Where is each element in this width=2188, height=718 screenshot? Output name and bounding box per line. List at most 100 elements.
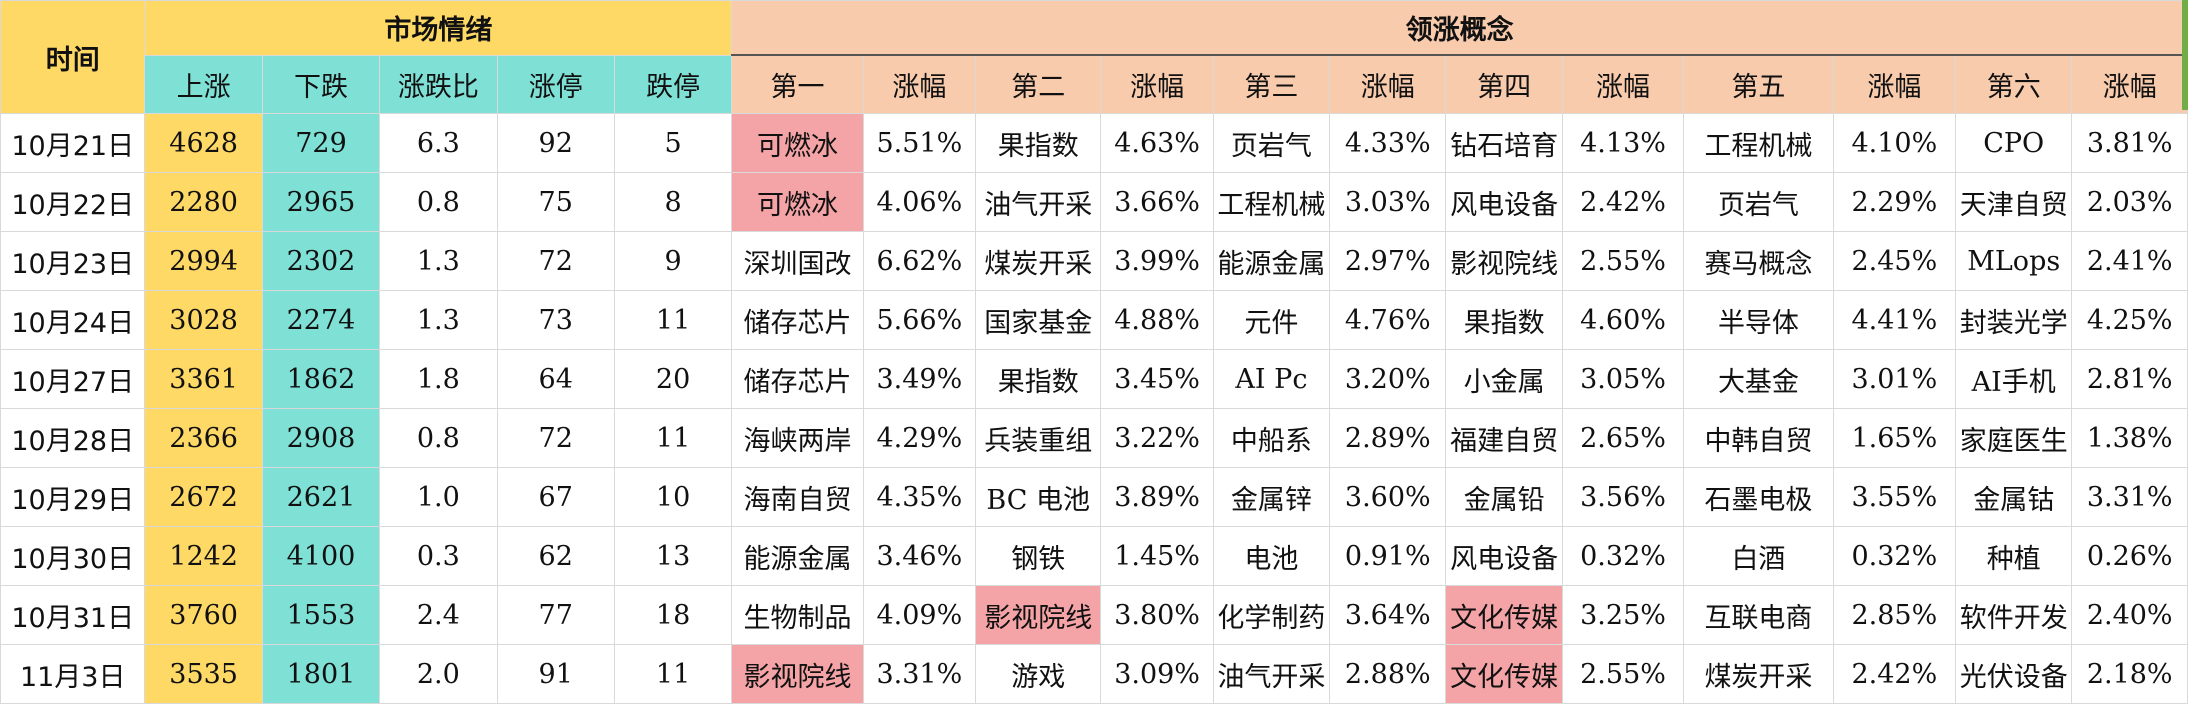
concept-name-cell[interactable]: 煤炭开采 [975, 231, 1102, 291]
concept-gain-cell[interactable]: 3.60% [1329, 467, 1447, 527]
concept-gain-cell[interactable]: 2.29% [1832, 172, 1957, 232]
concept-name-cell[interactable]: 半导体 [1683, 290, 1834, 350]
concept-gain-cell[interactable]: 3.64% [1329, 585, 1447, 645]
limit-down-cell[interactable]: 13 [613, 526, 733, 586]
limit-down-cell[interactable]: 11 [613, 408, 733, 468]
concept-gain-cell[interactable]: 5.66% [862, 290, 977, 350]
concept-name-cell[interactable]: 中船系 [1212, 408, 1331, 468]
concept-gain-cell[interactable]: 3.31% [862, 644, 977, 704]
concept-name-cell[interactable]: 封装光学 [1955, 290, 2073, 350]
concept-gain-cell[interactable]: 2.55% [1561, 231, 1685, 291]
concept-gain-cell[interactable]: 4.25% [2071, 290, 2188, 350]
concept-name-cell[interactable]: CPO [1955, 113, 2073, 173]
concept-name-cell[interactable]: 风电设备 [1445, 526, 1563, 586]
concept-gain-cell[interactable]: 2.65% [1561, 408, 1685, 468]
header-concept-group[interactable]: 领涨概念 [731, 0, 2188, 56]
header-time[interactable]: 时间 [0, 0, 146, 114]
concept-gain-cell[interactable]: 6.62% [862, 231, 977, 291]
limit-up-cell[interactable]: 77 [496, 585, 615, 645]
down-count-cell[interactable]: 2621 [261, 467, 381, 527]
concept-name-cell[interactable]: 钢铁 [975, 526, 1102, 586]
concept-gain-cell[interactable]: 2.81% [2071, 349, 2188, 409]
col-header[interactable]: 第四 [1445, 54, 1563, 114]
concept-gain-cell[interactable]: 2.88% [1329, 644, 1447, 704]
concept-name-cell[interactable]: 煤炭开采 [1683, 644, 1834, 704]
concept-name-cell[interactable]: 天津自贸 [1955, 172, 2073, 232]
row-date-cell[interactable]: 10月28日 [0, 408, 146, 468]
row-date-cell[interactable]: 10月30日 [0, 526, 146, 586]
concept-name-cell[interactable]: 可燃冰 [731, 113, 864, 173]
col-header[interactable]: 第三 [1212, 54, 1331, 114]
concept-name-cell[interactable]: 影视院线 [1445, 231, 1563, 291]
concept-name-cell[interactable]: 文化传媒 [1445, 585, 1563, 645]
concept-gain-cell[interactable]: 2.42% [1832, 644, 1957, 704]
col-header[interactable]: 跌停 [613, 54, 733, 114]
concept-name-cell[interactable]: 可燃冰 [731, 172, 864, 232]
concept-gain-cell[interactable]: 2.55% [1561, 644, 1685, 704]
ratio-cell[interactable]: 0.8 [379, 172, 498, 232]
concept-gain-cell[interactable]: 2.03% [2071, 172, 2188, 232]
concept-gain-cell[interactable]: 2.40% [2071, 585, 2188, 645]
col-header[interactable]: 第一 [731, 54, 864, 114]
concept-name-cell[interactable]: 软件开发 [1955, 585, 2073, 645]
ratio-cell[interactable]: 6.3 [379, 113, 498, 173]
concept-name-cell[interactable]: 金属铅 [1445, 467, 1563, 527]
col-header[interactable]: 第二 [975, 54, 1102, 114]
concept-name-cell[interactable]: AI手机 [1955, 349, 2073, 409]
concept-gain-cell[interactable]: 4.06% [862, 172, 977, 232]
concept-gain-cell[interactable]: 4.33% [1329, 113, 1447, 173]
concept-name-cell[interactable]: 互联电商 [1683, 585, 1834, 645]
concept-name-cell[interactable]: 页岩气 [1683, 172, 1834, 232]
concept-gain-cell[interactable]: 2.97% [1329, 231, 1447, 291]
up-count-cell[interactable]: 4628 [144, 113, 263, 173]
concept-name-cell[interactable]: 果指数 [975, 349, 1102, 409]
row-date-cell[interactable]: 10月21日 [0, 113, 146, 173]
concept-name-cell[interactable]: 能源金属 [1212, 231, 1331, 291]
concept-gain-cell[interactable]: 3.05% [1561, 349, 1685, 409]
up-count-cell[interactable]: 1242 [144, 526, 263, 586]
concept-gain-cell[interactable]: 3.25% [1561, 585, 1685, 645]
row-date-cell[interactable]: 10月31日 [0, 585, 146, 645]
limit-up-cell[interactable]: 64 [496, 349, 615, 409]
ratio-cell[interactable]: 2.0 [379, 644, 498, 704]
concept-gain-cell[interactable]: 3.03% [1329, 172, 1447, 232]
concept-gain-cell[interactable]: 2.45% [1832, 231, 1957, 291]
concept-gain-cell[interactable]: 1.45% [1100, 526, 1214, 586]
concept-name-cell[interactable]: 海南自贸 [731, 467, 864, 527]
concept-gain-cell[interactable]: 3.09% [1100, 644, 1214, 704]
up-count-cell[interactable]: 3028 [144, 290, 263, 350]
concept-name-cell[interactable]: 页岩气 [1212, 113, 1331, 173]
concept-name-cell[interactable]: 果指数 [975, 113, 1102, 173]
header-market-group[interactable]: 市场情绪 [144, 0, 733, 56]
concept-name-cell[interactable]: 国家基金 [975, 290, 1102, 350]
down-count-cell[interactable]: 2965 [261, 172, 381, 232]
concept-gain-cell[interactable]: 0.91% [1329, 526, 1447, 586]
down-count-cell[interactable]: 1801 [261, 644, 381, 704]
concept-gain-cell[interactable]: 4.63% [1100, 113, 1214, 173]
concept-name-cell[interactable]: 海峡两岸 [731, 408, 864, 468]
concept-gain-cell[interactable]: 0.26% [2071, 526, 2188, 586]
concept-name-cell[interactable]: 深圳国改 [731, 231, 864, 291]
limit-down-cell[interactable]: 8 [613, 172, 733, 232]
concept-gain-cell[interactable]: 4.88% [1100, 290, 1214, 350]
concept-name-cell[interactable]: 影视院线 [731, 644, 864, 704]
concept-name-cell[interactable]: 文化传媒 [1445, 644, 1563, 704]
limit-up-cell[interactable]: 67 [496, 467, 615, 527]
concept-gain-cell[interactable]: 3.22% [1100, 408, 1214, 468]
concept-name-cell[interactable]: 工程机械 [1212, 172, 1331, 232]
concept-gain-cell[interactable]: 4.41% [1832, 290, 1957, 350]
concept-name-cell[interactable]: 家庭医生 [1955, 408, 2073, 468]
concept-name-cell[interactable]: BC 电池 [975, 467, 1102, 527]
concept-gain-cell[interactable]: 4.13% [1561, 113, 1685, 173]
concept-gain-cell[interactable]: 4.35% [862, 467, 977, 527]
concept-gain-cell[interactable]: 3.01% [1832, 349, 1957, 409]
concept-name-cell[interactable]: 钻石培育 [1445, 113, 1563, 173]
up-count-cell[interactable]: 3760 [144, 585, 263, 645]
concept-name-cell[interactable]: 影视院线 [975, 585, 1102, 645]
limit-up-cell[interactable]: 73 [496, 290, 615, 350]
limit-up-cell[interactable]: 75 [496, 172, 615, 232]
concept-gain-cell[interactable]: 2.18% [2071, 644, 2188, 704]
row-date-cell[interactable]: 10月23日 [0, 231, 146, 291]
concept-gain-cell[interactable]: 3.81% [2071, 113, 2188, 173]
concept-name-cell[interactable]: 石墨电极 [1683, 467, 1834, 527]
